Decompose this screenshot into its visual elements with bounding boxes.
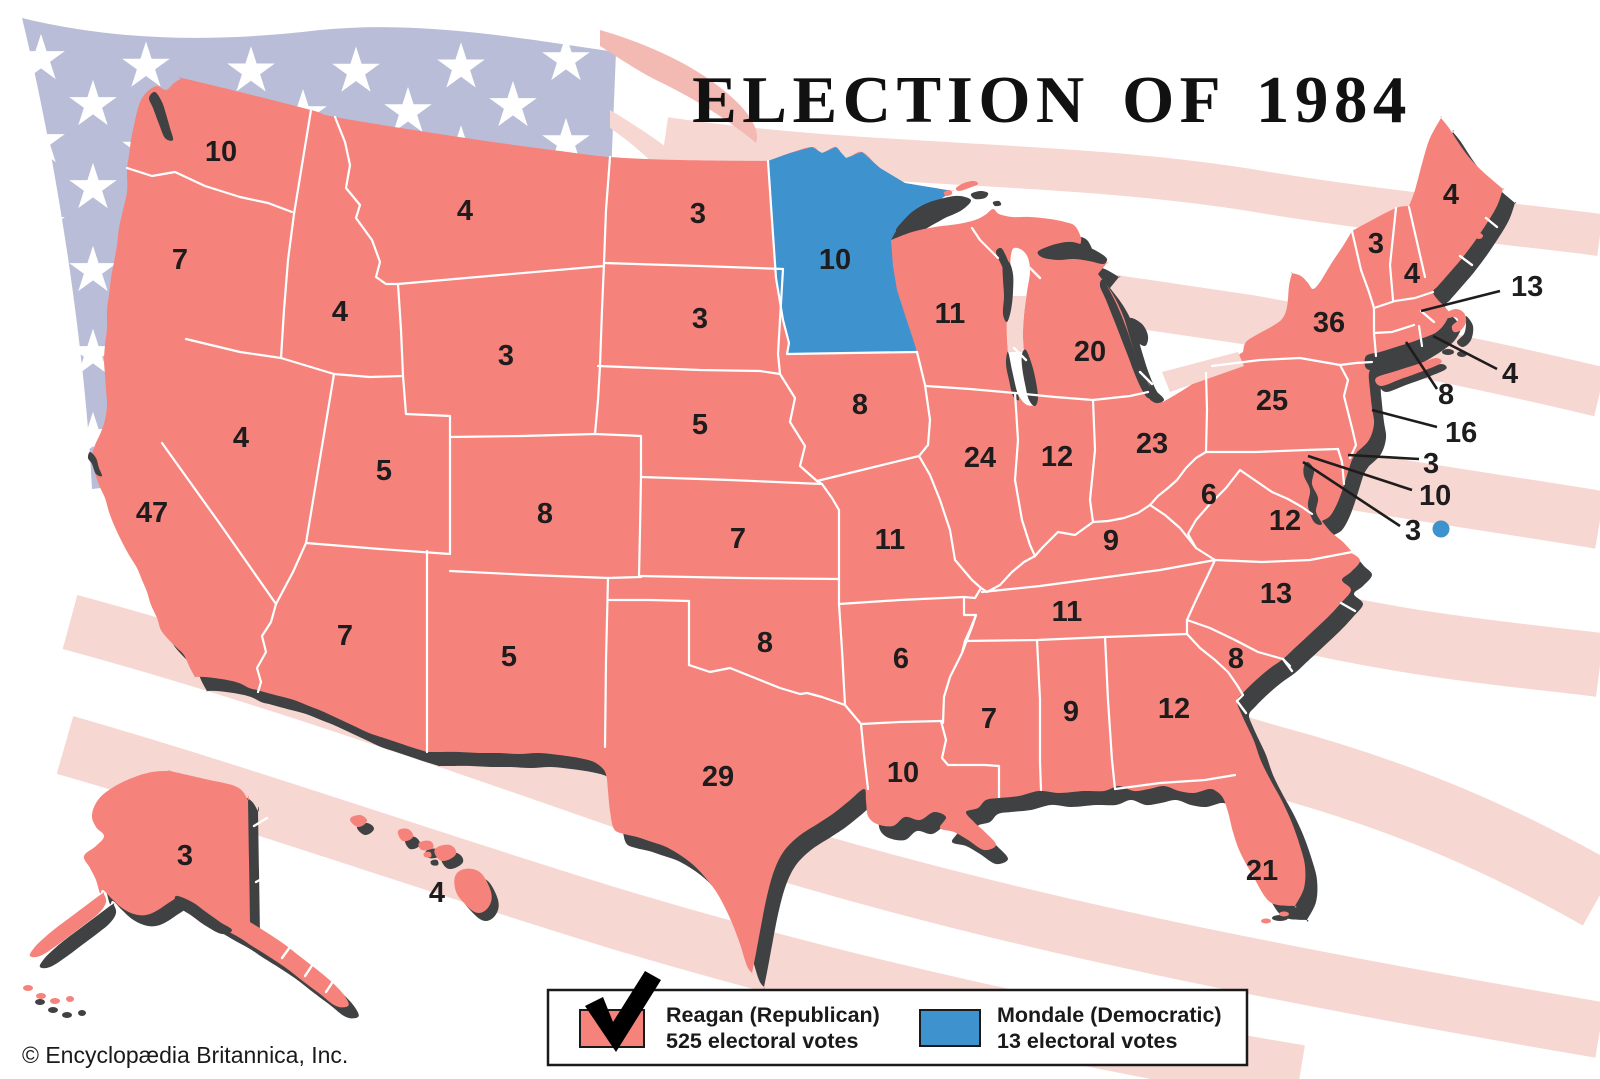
svg-text:23: 23 [1136,428,1168,460]
svg-text:36: 36 [1313,307,1345,339]
svg-text:25: 25 [1256,385,1288,417]
svg-text:9: 9 [1063,696,1079,728]
svg-text:5: 5 [692,409,708,441]
svg-text:© Encyclopædia Britannica, Inc: © Encyclopædia Britannica, Inc. [22,1042,348,1068]
svg-text:13 electoral votes: 13 electoral votes [997,1029,1178,1053]
svg-text:13: 13 [1260,578,1292,610]
svg-text:3: 3 [690,198,706,230]
svg-text:6: 6 [893,643,909,675]
svg-text:29: 29 [702,761,734,793]
svg-text:11: 11 [875,524,906,556]
svg-text:9: 9 [1103,525,1119,557]
svg-text:3: 3 [177,840,193,872]
svg-text:4: 4 [1502,358,1518,390]
svg-text:5: 5 [501,641,517,673]
svg-text:4: 4 [233,422,249,454]
svg-text:4: 4 [457,195,473,227]
svg-text:8: 8 [537,498,553,530]
svg-text:11: 11 [1052,596,1083,628]
svg-text:8: 8 [1438,379,1454,411]
svg-text:10: 10 [887,757,919,789]
svg-text:4: 4 [1404,258,1420,290]
svg-text:3: 3 [692,303,708,335]
svg-text:7: 7 [981,703,997,735]
svg-text:8: 8 [852,389,868,421]
svg-text:4: 4 [1443,179,1459,211]
svg-text:7: 7 [172,244,188,276]
svg-text:10: 10 [205,136,237,168]
svg-text:16: 16 [1445,417,1477,449]
svg-text:Mondale (Democratic): Mondale (Democratic) [997,1003,1222,1027]
svg-text:8: 8 [1228,643,1244,675]
svg-text:6: 6 [1201,479,1217,511]
svg-text:12: 12 [1158,693,1190,725]
svg-text:11: 11 [935,298,966,330]
svg-text:3: 3 [1405,515,1421,547]
svg-text:24: 24 [964,442,996,474]
svg-text:12: 12 [1269,505,1301,537]
svg-text:12: 12 [1041,441,1073,473]
svg-text:13: 13 [1511,271,1543,303]
svg-text:3: 3 [1423,448,1439,480]
svg-text:5: 5 [376,455,392,487]
svg-text:47: 47 [136,497,168,529]
svg-text:3: 3 [498,340,514,372]
svg-text:7: 7 [337,620,353,652]
svg-text:21: 21 [1246,855,1278,887]
svg-text:10: 10 [1419,480,1451,512]
svg-text:10: 10 [819,244,851,276]
svg-text:ELECTION OF 1984: ELECTION OF 1984 [692,63,1412,137]
svg-text:525 electoral votes: 525 electoral votes [666,1029,858,1053]
svg-text:4: 4 [429,877,445,909]
svg-text:3: 3 [1368,228,1384,260]
svg-text:20: 20 [1074,336,1106,368]
svg-text:Reagan (Republican): Reagan (Republican) [666,1003,880,1027]
svg-text:8: 8 [757,627,773,659]
svg-text:7: 7 [730,523,746,555]
svg-text:4: 4 [332,296,348,328]
